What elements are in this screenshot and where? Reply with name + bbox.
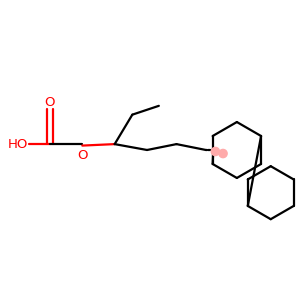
Text: O: O: [77, 149, 88, 162]
Circle shape: [219, 149, 227, 158]
Text: O: O: [45, 96, 55, 110]
Circle shape: [211, 147, 220, 156]
Text: HO: HO: [7, 138, 28, 151]
